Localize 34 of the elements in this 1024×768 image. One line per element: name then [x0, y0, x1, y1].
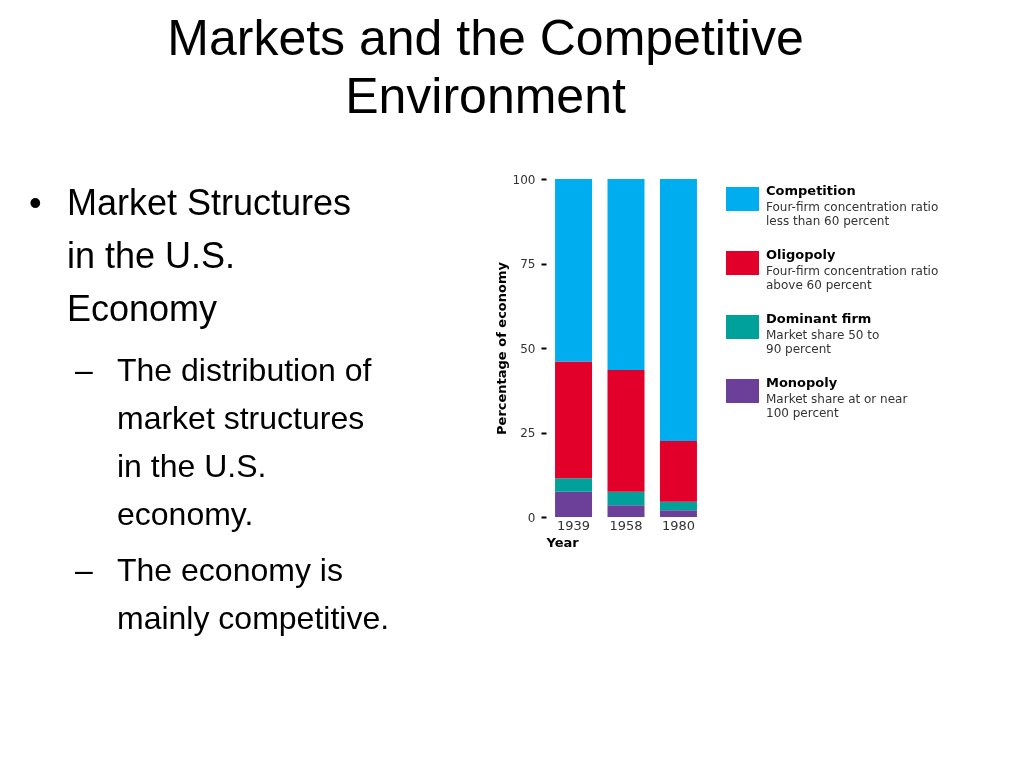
text: Four-firm concentration ratio above 60 percent — [766, 264, 939, 292]
legend-label: Monopoly — [766, 375, 838, 390]
legend-label: Oligopoly — [766, 247, 836, 262]
x-tick-label: 1980 — [661, 517, 696, 533]
legend-label: Dominant firm — [766, 311, 872, 326]
bar — [555, 179, 593, 362]
text: – The distribution of market structures in the U.S. economy. — [75, 352, 372, 532]
chart-title: Markets and the Competitive Environment — [167, 10, 804, 124]
text: – The economy is mainly competitive. — [75, 552, 390, 636]
y-axis-title: Percentage of economy — [493, 261, 509, 435]
bar — [607, 505, 645, 517]
text: Market share at or near 100 percent — [766, 392, 908, 420]
bar — [659, 179, 697, 441]
x-axis-title: Year — [545, 534, 580, 550]
bar — [607, 179, 645, 370]
bar — [555, 361, 593, 479]
bar — [555, 478, 593, 492]
bar — [659, 440, 697, 502]
legend-label: Competition — [766, 183, 856, 198]
x-tick-label: 1939 — [556, 517, 591, 533]
y-tick-label: 25 — [520, 426, 536, 440]
text: • Market Structures in the U.S. Economy — [29, 182, 352, 329]
text: Market share 50 to 90 percent — [766, 328, 880, 356]
text: Four-firm concentration ratio less than 60 percent — [766, 200, 939, 228]
y-tick-label: 75 — [520, 257, 536, 271]
y-tick-label: 100 — [512, 172, 536, 187]
bar — [607, 369, 645, 492]
bar — [659, 510, 697, 517]
y-tick-label: 0 — [527, 510, 536, 525]
bar — [555, 491, 593, 517]
x-tick-label: 1958 — [609, 517, 643, 533]
y-tick-label: 50 — [520, 341, 536, 356]
bar — [659, 501, 697, 511]
bar — [607, 491, 645, 506]
